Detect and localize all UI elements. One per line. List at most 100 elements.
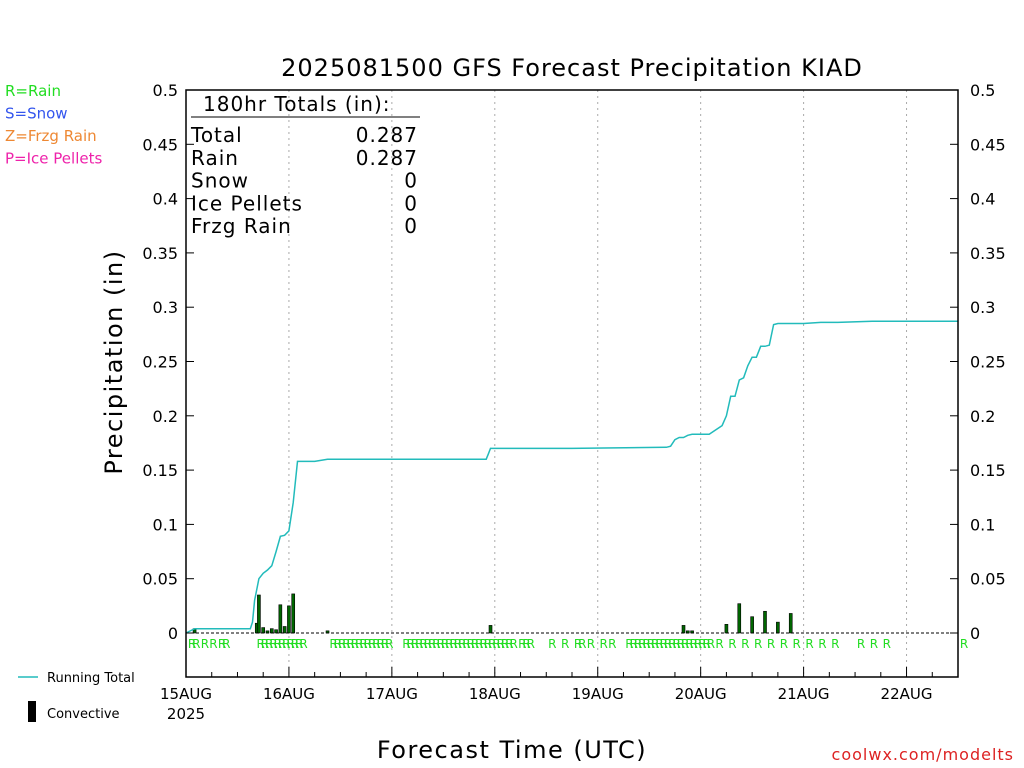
precip-type-marker: R bbox=[741, 637, 749, 651]
precip-bar bbox=[257, 594, 261, 634]
x-tick-label: 21AUG bbox=[778, 685, 830, 703]
running-total-legend-label: Running Total bbox=[47, 671, 135, 686]
precip-type-marker: R bbox=[655, 637, 663, 651]
precip-type-marker: R bbox=[364, 637, 372, 651]
precip-type-marker: R bbox=[471, 637, 479, 651]
y-tick-label: 0.4 bbox=[153, 190, 178, 209]
precip-type-marker: R bbox=[780, 637, 788, 651]
y-tick-label: 0.5 bbox=[970, 81, 995, 100]
precip-type-marker: R bbox=[728, 637, 736, 651]
y-tick-label: 0.5 bbox=[153, 81, 178, 100]
y-tick-label: 0.25 bbox=[970, 353, 1006, 372]
precip-type-marker: R bbox=[707, 637, 715, 651]
precip-bar bbox=[750, 616, 754, 634]
precip-type-marker: R bbox=[505, 637, 513, 651]
precip-type-marker: R bbox=[372, 637, 380, 651]
totals-row-value: 0.287 bbox=[356, 123, 418, 147]
y-tick-label: 0.15 bbox=[142, 461, 178, 480]
precip-type-marker: R bbox=[694, 637, 702, 651]
precip-type-marker: R bbox=[368, 637, 376, 651]
totals-row-label: Ice Pellets bbox=[191, 191, 303, 215]
precip-type-marker: R bbox=[522, 637, 530, 651]
precip-type-marker: R bbox=[492, 637, 500, 651]
precip-type-marker: R bbox=[608, 637, 616, 651]
precip-type-marker: R bbox=[256, 637, 264, 651]
precip-type-marker: R bbox=[600, 637, 608, 651]
y-tick-label: 0.25 bbox=[142, 353, 178, 372]
running-total-line bbox=[185, 320, 958, 634]
precip-type-marker: R bbox=[441, 637, 449, 651]
precip-type-marker: R bbox=[690, 637, 698, 651]
totals-row-label: Frzg Rain bbox=[191, 214, 292, 238]
precip-type-marker: R bbox=[282, 637, 290, 651]
precip-bar bbox=[724, 624, 729, 634]
totals-box: 180hr Totals (in): Total 0.287 Rain 0.287 Sn… bbox=[190, 92, 420, 238]
y-tick-label: 0 bbox=[168, 624, 178, 643]
precip-type-marker: R bbox=[329, 637, 337, 651]
precip-type-marker: R bbox=[497, 637, 505, 651]
totals-row-label: Rain bbox=[191, 146, 239, 170]
precip-type-marker: R bbox=[209, 637, 217, 651]
y-tick-label: 0.3 bbox=[153, 298, 178, 317]
y-axis-label: Precipitation (in) bbox=[100, 249, 128, 474]
x-axis: 15AUG 2025 16AUG 17AUG 18AUG 19AUG 20AUG 21AUG 2… bbox=[160, 667, 959, 723]
precip-type-marker: R bbox=[261, 637, 269, 651]
precip-type-marker: R bbox=[857, 637, 865, 651]
precip-type-marker: R bbox=[338, 637, 346, 651]
precip-type-marker: R bbox=[587, 637, 595, 651]
precip-type-marker: R bbox=[286, 637, 294, 651]
precip-type-marker: R bbox=[432, 637, 440, 651]
precip-type-marker: R bbox=[385, 637, 393, 651]
y-tick-label: 0.1 bbox=[970, 515, 995, 534]
precip-type-marker: R bbox=[201, 637, 209, 651]
precip-type-marker: R bbox=[647, 637, 655, 651]
precip-bar bbox=[488, 625, 493, 634]
y-tick-label: 0.4 bbox=[970, 190, 995, 209]
precip-type-marker: R bbox=[445, 637, 453, 651]
precip-type-marker: R bbox=[355, 637, 363, 651]
precip-type-marker: R bbox=[359, 637, 367, 651]
precip-type-legend-item: S=Snow bbox=[5, 105, 68, 123]
totals-row-value: 0 bbox=[404, 191, 418, 215]
precip-bar bbox=[278, 604, 283, 634]
x-tick-label: 18AUG bbox=[469, 685, 521, 703]
credit-link[interactable]: coolwx.com/modelts bbox=[832, 745, 1014, 764]
precip-type-marker: R bbox=[754, 637, 762, 651]
precip-type-legend-item: P=Ice Pellets bbox=[5, 150, 102, 168]
totals-header: 180hr Totals (in): bbox=[203, 92, 391, 116]
precip-type-marker: R bbox=[415, 637, 423, 651]
bottom-legend: Running Total Convective bbox=[18, 671, 135, 722]
precip-type-marker: R bbox=[188, 637, 196, 651]
x-tick-label: 20AUG bbox=[675, 685, 727, 703]
precip-type-marker: R bbox=[458, 637, 466, 651]
precip-type-marker: R bbox=[805, 637, 813, 651]
precip-type-marker: R bbox=[424, 637, 432, 651]
precip-type-marker: R bbox=[291, 637, 299, 651]
precip-type-marker: R bbox=[578, 637, 586, 651]
y-tick-label: 0.1 bbox=[153, 515, 178, 534]
convective-legend-label: Convective bbox=[47, 707, 120, 722]
precip-type-marker: R bbox=[377, 637, 385, 651]
precip-type-marker: R bbox=[818, 637, 826, 651]
precip-type-legend-item: R=Rain bbox=[5, 82, 61, 100]
grid-lines bbox=[288, 90, 908, 677]
precip-bar bbox=[291, 593, 296, 634]
precip-type-marker: R bbox=[574, 637, 582, 651]
precip-bar bbox=[287, 605, 291, 634]
precip-bar bbox=[282, 626, 287, 634]
precip-type-marker: R bbox=[527, 637, 535, 651]
precip-type-marker: R bbox=[222, 637, 230, 651]
precip-type-marker: R bbox=[218, 637, 226, 651]
precip-type-marker: R bbox=[488, 637, 496, 651]
precip-type-marker: R bbox=[677, 637, 685, 651]
precip-type-marker: R bbox=[299, 637, 307, 651]
precip-type-legend-item: Z=Frzg Rain bbox=[5, 127, 97, 145]
precip-bar bbox=[763, 610, 767, 634]
precip-bar bbox=[737, 603, 742, 634]
precip-type-marker: R bbox=[467, 637, 475, 651]
precip-type-marker: R bbox=[402, 637, 410, 651]
precip-type-marker: R bbox=[702, 637, 710, 651]
precip-type-marker: R bbox=[501, 637, 509, 651]
convective-legend-box bbox=[28, 701, 36, 722]
precip-type-marker: R bbox=[668, 637, 676, 651]
